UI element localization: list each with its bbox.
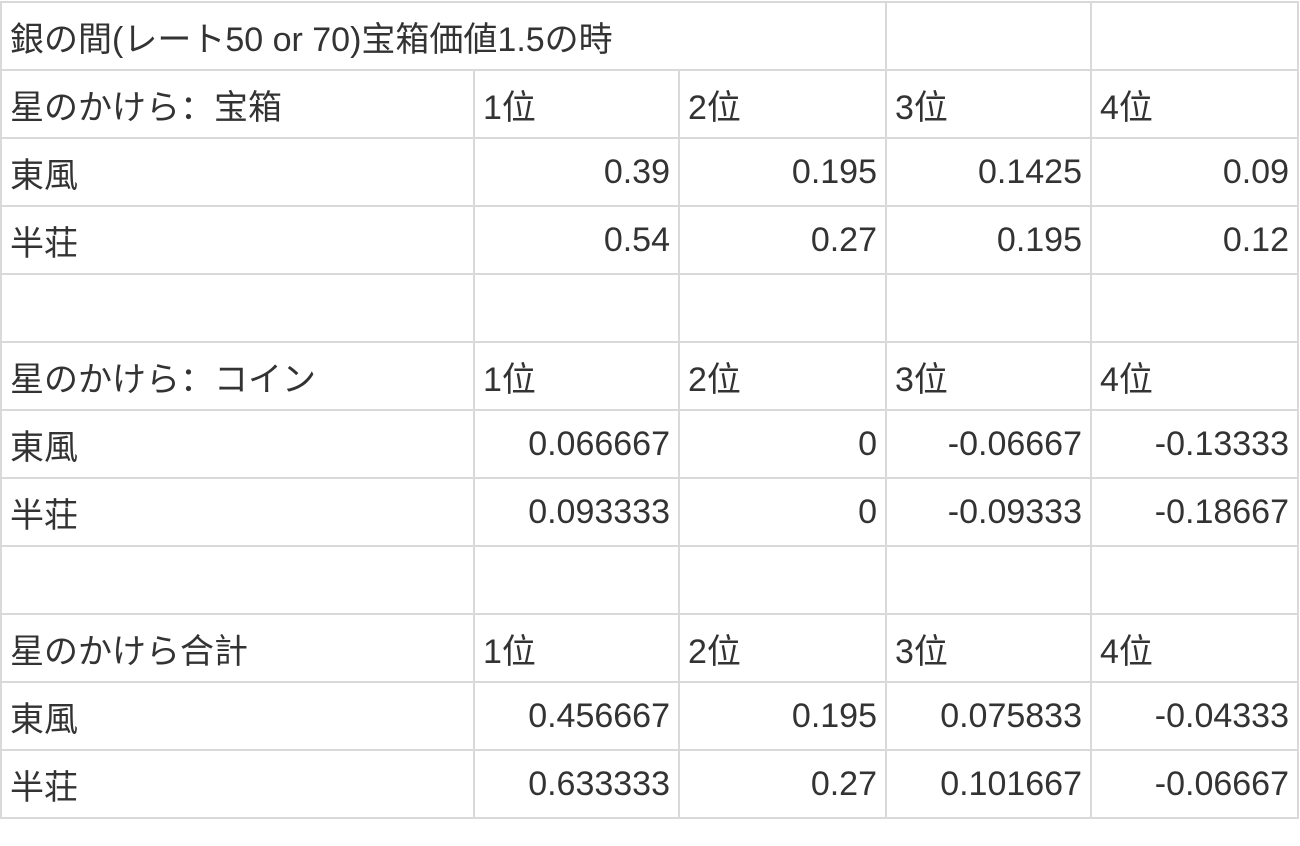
title-row: 銀の間(レート50 or 70)宝箱価値1.5の時 <box>0 1 1299 71</box>
rank-header-cell[interactable]: 1位 <box>473 69 680 139</box>
blank-row <box>0 273 1299 343</box>
value-cell[interactable]: -0.04333 <box>1090 681 1299 751</box>
value-cell[interactable]: 0.1425 <box>885 137 1092 207</box>
value-cell[interactable]: -0.13333 <box>1090 409 1299 479</box>
value-cell[interactable]: 0.093333 <box>473 477 680 547</box>
empty-cell[interactable] <box>1090 273 1299 343</box>
value-cell[interactable]: 0.27 <box>678 749 887 819</box>
empty-cell[interactable] <box>885 545 1092 615</box>
title-cell[interactable]: 銀の間(レート50 or 70)宝箱価値1.5の時 <box>0 1 887 71</box>
row-label-cell[interactable]: 半荘 <box>0 749 475 819</box>
table-row: 半荘 0.093333 0 -0.09333 -0.18667 <box>0 477 1299 547</box>
row-label-cell[interactable]: 半荘 <box>0 477 475 547</box>
table-row: 東風 0.39 0.195 0.1425 0.09 <box>0 137 1299 207</box>
rank-header-cell[interactable]: 4位 <box>1090 341 1299 411</box>
empty-cell[interactable] <box>0 273 475 343</box>
value-cell[interactable]: 0.195 <box>678 681 887 751</box>
rank-header-cell[interactable]: 4位 <box>1090 613 1299 683</box>
section-header-row: 星のかけら：コイン 1位 2位 3位 4位 <box>0 341 1299 411</box>
rank-header-cell[interactable]: 4位 <box>1090 69 1299 139</box>
empty-cell[interactable] <box>885 273 1092 343</box>
empty-cell[interactable] <box>473 545 680 615</box>
row-label-cell[interactable]: 半荘 <box>0 205 475 275</box>
value-cell[interactable]: 0.09 <box>1090 137 1299 207</box>
value-cell[interactable]: 0.12 <box>1090 205 1299 275</box>
table-row: 東風 0.456667 0.195 0.075833 -0.04333 <box>0 681 1299 751</box>
rank-header-cell[interactable]: 3位 <box>885 69 1092 139</box>
value-cell[interactable]: 0.075833 <box>885 681 1092 751</box>
rank-header-cell[interactable]: 2位 <box>678 341 887 411</box>
rank-header-cell[interactable]: 1位 <box>473 613 680 683</box>
blank-row <box>0 545 1299 615</box>
table-row: 半荘 0.54 0.27 0.195 0.12 <box>0 205 1299 275</box>
value-cell[interactable]: -0.06667 <box>1090 749 1299 819</box>
table-row: 東風 0.066667 0 -0.06667 -0.13333 <box>0 409 1299 479</box>
value-cell[interactable]: -0.09333 <box>885 477 1092 547</box>
rank-header-cell[interactable]: 2位 <box>678 69 887 139</box>
value-cell[interactable]: 0.101667 <box>885 749 1092 819</box>
spreadsheet-grid: 銀の間(レート50 or 70)宝箱価値1.5の時 星のかけら：宝箱 1位 2位 3位… <box>0 1 1299 819</box>
row-label-cell[interactable]: 東風 <box>0 137 475 207</box>
empty-cell[interactable] <box>885 1 1092 71</box>
value-cell[interactable]: -0.18667 <box>1090 477 1299 547</box>
value-cell[interactable]: 0.39 <box>473 137 680 207</box>
value-cell[interactable]: 0.195 <box>678 137 887 207</box>
empty-cell[interactable] <box>1090 545 1299 615</box>
value-cell[interactable]: 0.27 <box>678 205 887 275</box>
rank-header-cell[interactable]: 3位 <box>885 613 1092 683</box>
section-header-row: 星のかけら合計 1位 2位 3位 4位 <box>0 613 1299 683</box>
value-cell[interactable]: 0.54 <box>473 205 680 275</box>
empty-cell[interactable] <box>473 273 680 343</box>
rank-header-cell[interactable]: 2位 <box>678 613 887 683</box>
empty-cell[interactable] <box>678 545 887 615</box>
value-cell[interactable]: 0.456667 <box>473 681 680 751</box>
section-header-cell[interactable]: 星のかけら合計 <box>0 613 475 683</box>
table-row: 半荘 0.633333 0.27 0.101667 -0.06667 <box>0 749 1299 819</box>
empty-cell[interactable] <box>678 273 887 343</box>
rank-header-cell[interactable]: 3位 <box>885 341 1092 411</box>
row-label-cell[interactable]: 東風 <box>0 409 475 479</box>
value-cell[interactable]: 0 <box>678 409 887 479</box>
value-cell[interactable]: 0.195 <box>885 205 1092 275</box>
row-label-cell[interactable]: 東風 <box>0 681 475 751</box>
empty-cell[interactable] <box>0 545 475 615</box>
value-cell[interactable]: 0.633333 <box>473 749 680 819</box>
section-header-row: 星のかけら：宝箱 1位 2位 3位 4位 <box>0 69 1299 139</box>
value-cell[interactable]: 0 <box>678 477 887 547</box>
section-header-cell[interactable]: 星のかけら：宝箱 <box>0 69 475 139</box>
section-header-cell[interactable]: 星のかけら：コイン <box>0 341 475 411</box>
empty-cell[interactable] <box>1090 1 1299 71</box>
value-cell[interactable]: 0.066667 <box>473 409 680 479</box>
value-cell[interactable]: -0.06667 <box>885 409 1092 479</box>
rank-header-cell[interactable]: 1位 <box>473 341 680 411</box>
